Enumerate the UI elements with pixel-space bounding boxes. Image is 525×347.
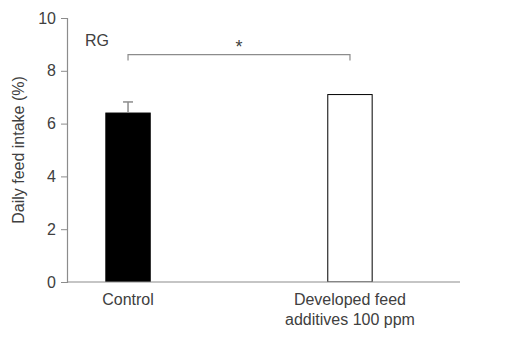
x-tick-label: Developed feedadditives 100 ppm xyxy=(285,291,415,328)
y-tick-mark xyxy=(61,18,67,19)
significance-marker: * xyxy=(235,37,242,57)
y-tick-label: 10 xyxy=(38,10,56,27)
x-axis-line xyxy=(67,281,460,282)
y-tick-mark xyxy=(61,124,67,125)
panel-label: RG xyxy=(85,32,109,49)
x-tick-label: Control xyxy=(102,291,154,308)
bar xyxy=(106,113,150,282)
y-axis-line xyxy=(61,19,68,283)
y-tick: 4 xyxy=(47,168,67,185)
error-cap xyxy=(123,101,133,103)
y-tick: 0 xyxy=(47,274,67,291)
y-tick-label: 4 xyxy=(47,168,56,185)
y-tick-mark xyxy=(61,282,67,283)
y-tick: 6 xyxy=(47,115,67,132)
error-bar xyxy=(123,102,133,113)
y-axis-title: Daily feed intake (%) xyxy=(10,76,27,224)
x-axis: Control Developed feedadditives 100 ppm xyxy=(102,291,415,328)
y-tick: 10 xyxy=(38,10,67,27)
error-stem xyxy=(127,102,129,113)
y-tick: 2 xyxy=(47,221,67,238)
y-tick-label: 2 xyxy=(47,221,56,238)
y-tick-mark xyxy=(61,176,67,177)
bar xyxy=(328,95,372,282)
plot-area xyxy=(106,95,372,282)
y-tick-label: 8 xyxy=(47,62,56,79)
y-tick: 8 xyxy=(47,62,67,79)
y-tick-label: 0 xyxy=(47,274,56,291)
chart: 0 2 4 6 8 10 Control Developed feedadditives 10… xyxy=(0,0,525,347)
y-tick-mark xyxy=(61,229,67,230)
y-tick-mark xyxy=(61,71,67,72)
y-tick-label: 6 xyxy=(47,115,56,132)
y-axis: 0 2 4 6 8 10 xyxy=(38,10,67,291)
